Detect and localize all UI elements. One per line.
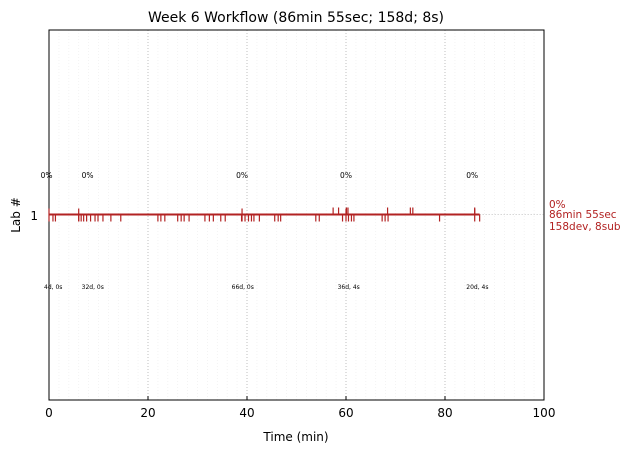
x-tick-label: 20 bbox=[140, 406, 155, 420]
segment-count-label: 36d, 4s bbox=[338, 284, 360, 291]
event-marks bbox=[52, 207, 481, 222]
x-tick-label: 40 bbox=[239, 406, 254, 420]
segment-count-label: 20d, 4s bbox=[466, 284, 488, 291]
segment-percent-label: 0% bbox=[340, 171, 352, 180]
summary-counts: 158dev, 8sub bbox=[549, 221, 621, 233]
segment-count-label: 4d, 0s bbox=[44, 284, 62, 291]
x-axis-label: Time (min) bbox=[262, 430, 328, 444]
y-tick-label: 1 bbox=[30, 209, 38, 223]
summary-duration: 86min 55sec bbox=[549, 209, 617, 221]
x-tick-label: 60 bbox=[338, 406, 353, 420]
segment-count-label: 66d, 0s bbox=[232, 284, 254, 291]
segment-percent-label: 0% bbox=[82, 171, 94, 180]
chart-title: Week 6 Workflow (86min 55sec; 158d; 8s) bbox=[148, 10, 444, 26]
segment-count-label: 32d, 0s bbox=[82, 284, 104, 291]
summary-text: 0% 86min 55sec 158dev, 8sub bbox=[549, 199, 621, 233]
segment-percent-label: 0% bbox=[236, 171, 248, 180]
segment-labels: 0% 0% 0% 0% 0% 4d, 0s 32d, 0s 66d, 0s 36d, 4s 20d… bbox=[41, 171, 489, 291]
segment-percent-label: 0% bbox=[466, 171, 478, 180]
x-tick-label: 0 bbox=[45, 406, 53, 420]
x-axis: 0 20 40 60 80 100 bbox=[45, 396, 555, 420]
x-tick-label: 100 bbox=[533, 406, 556, 420]
x-tick-label: 80 bbox=[437, 406, 452, 420]
segment-percent-label: 0% bbox=[41, 171, 53, 180]
summary-pct: 0% bbox=[549, 199, 566, 211]
y-axis-label: Lab # bbox=[9, 197, 23, 233]
